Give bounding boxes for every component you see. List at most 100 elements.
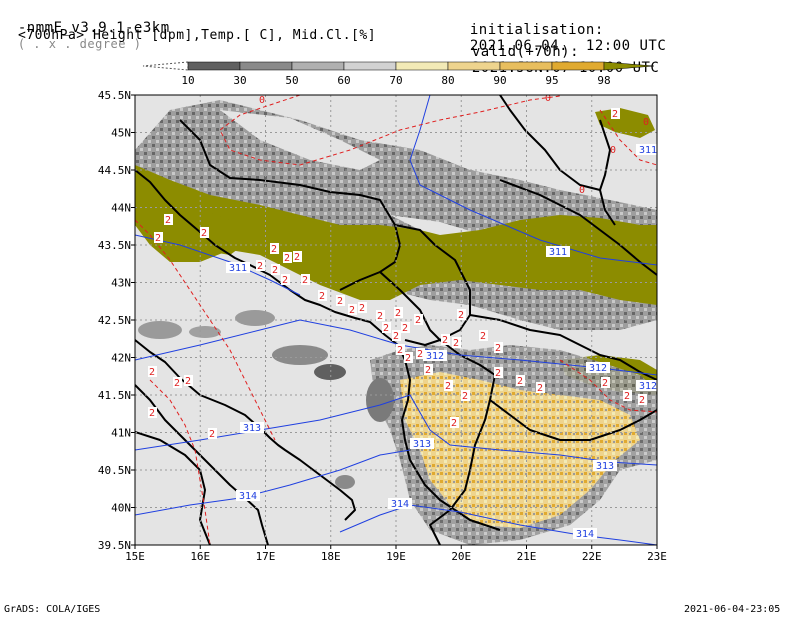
temp-label: 2: [405, 353, 411, 364]
temp-label-bg: [461, 390, 470, 401]
latitude-label: 40.5N: [98, 464, 131, 477]
legend-label: 80: [441, 74, 454, 87]
height-label: 314: [391, 499, 409, 510]
temp-label-bg: [283, 252, 292, 263]
temp-label-bg: [441, 334, 450, 345]
temp-label: 2: [185, 376, 191, 387]
temp-label: 2: [480, 331, 486, 342]
height-label-bg: [388, 498, 412, 509]
temp-label-bg: [424, 364, 433, 375]
temp-label-bg: [601, 377, 610, 388]
temp-label: 2: [272, 265, 278, 276]
temp-label: 2: [383, 323, 389, 334]
temp-label-bg: [270, 243, 279, 254]
temp-label: 2: [209, 429, 215, 440]
temp-label-bg: [494, 367, 503, 378]
italy-east-coast: [135, 339, 356, 521]
latitude-label: 44N: [111, 202, 131, 215]
temp-label: 2: [458, 310, 464, 321]
height-label-bg: [236, 490, 260, 501]
cloud-blob: [235, 310, 275, 326]
legend-label: 70: [389, 74, 402, 87]
temperature-contour-lines: [135, 95, 657, 545]
temp-label-bg: [376, 310, 385, 321]
temp-label-bg: [444, 380, 453, 391]
legend-label: 10: [181, 74, 194, 87]
temp-label: 2: [517, 376, 523, 387]
temp-label-bg: [623, 390, 632, 401]
temp-label: 2: [453, 338, 459, 349]
greece-north-border: [489, 399, 657, 441]
temp-label-bg: [611, 108, 620, 119]
legend-boxes: [142, 61, 655, 71]
height-label-bg: [593, 460, 617, 471]
temp-label-bg: [414, 314, 423, 325]
north-border-segment: [499, 95, 601, 191]
height-label-bg: [636, 380, 657, 391]
temp-label-bg: [148, 366, 157, 377]
temp-label: 2: [319, 291, 325, 302]
temp-label: 2: [294, 252, 300, 263]
temp-label: 2: [442, 335, 448, 346]
temp-label-bg: [348, 304, 357, 315]
footer-credit: GrADS: COLA/IGES: [4, 604, 101, 615]
model-title: -nmmE_v3.9.1-e3km ( . x . degree ): [0, 4, 170, 52]
latitude-label: 45N: [111, 127, 131, 140]
longitude-label: 16E: [190, 550, 210, 563]
temp-label: 2: [349, 305, 355, 316]
longitude-labels: 15E 16E 17E 18E 19E 20E 21E 22E 23E: [125, 550, 667, 563]
temp-label: 2: [282, 275, 288, 286]
temp-label: 2: [445, 381, 451, 392]
axis-ticks: [131, 94, 658, 549]
latitude-label: 39.5N: [98, 539, 131, 552]
height-label: 313: [413, 439, 431, 450]
legend-arrow-right: [603, 61, 655, 71]
clear-gap-north: [220, 110, 380, 170]
height-label: 311: [639, 145, 657, 156]
temp-label-bg: [394, 307, 403, 318]
legend-labels: 10 30 50 60 70 80 90 95 98: [181, 74, 610, 87]
cloud-yellow-south: [400, 372, 640, 528]
cloud-blob: [335, 475, 355, 489]
legend-label: 30: [233, 74, 246, 87]
longitude-label: 21E: [517, 550, 537, 563]
cloud-blob: [189, 326, 221, 338]
temp-label-bg: [452, 337, 461, 348]
montenegro-kosovo-border: [379, 271, 441, 341]
longitude-label: 20E: [451, 550, 471, 563]
height-contour-line: [135, 449, 411, 516]
cloud-blob: [272, 345, 328, 365]
latitude-label: 40N: [111, 502, 131, 515]
latitude-label: 41N: [111, 427, 131, 440]
temp-label: 0: [579, 185, 585, 196]
init-value: 2021.06.04. 12:00 UTC: [469, 38, 667, 54]
temp-label-bg: [184, 375, 193, 386]
temp-label: 2: [462, 391, 468, 402]
latitude-label: 45.5N: [98, 89, 131, 102]
height-contour-line: [339, 504, 657, 545]
legend-label: 60: [337, 74, 350, 87]
temp-contour-line: [135, 219, 276, 441]
temp-label: 2: [201, 228, 207, 239]
temp-label: 2: [149, 367, 155, 378]
temp-label-bg: [358, 302, 367, 313]
latitude-label: 43N: [111, 277, 131, 290]
temp-label-bg: [479, 330, 488, 341]
cloud-olive-ne-patch: [595, 108, 655, 138]
height-label-bg: [586, 362, 610, 373]
temp-label-bg: [516, 375, 525, 386]
legend-label: 90: [493, 74, 506, 87]
temp-label-bg: [494, 342, 503, 353]
temp-label: 2: [495, 343, 501, 354]
temp-label: 2: [639, 395, 645, 406]
height-label-bg: [573, 528, 597, 539]
temp-contour-line: [599, 109, 657, 166]
height-label-bg: [410, 438, 434, 449]
height-label: 312: [639, 381, 657, 392]
temp-label: 2: [393, 331, 399, 342]
height-label: 314: [576, 529, 594, 540]
temp-label: 2: [602, 378, 608, 389]
temp-label-bg: [301, 274, 310, 285]
temp-label-bg: [416, 348, 425, 359]
